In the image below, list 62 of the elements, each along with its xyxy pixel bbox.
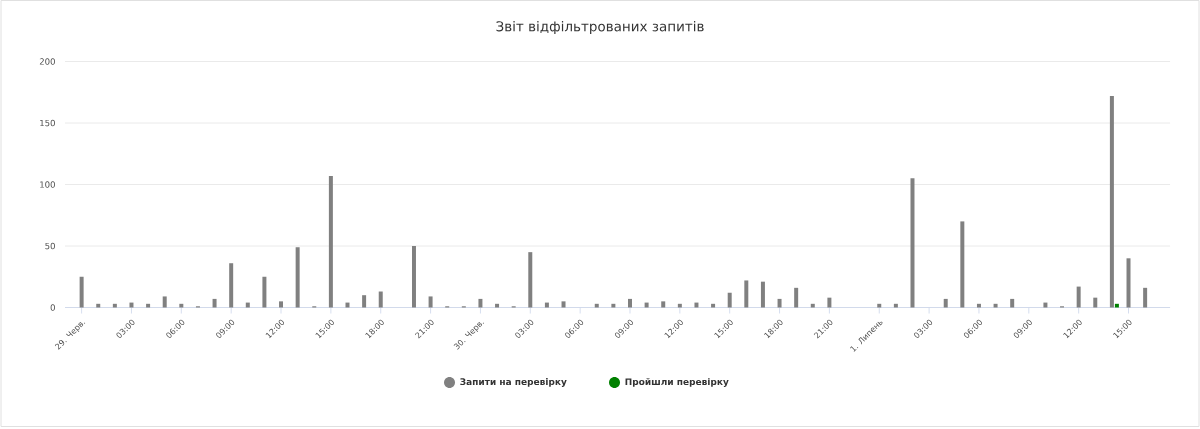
bar	[760, 281, 765, 308]
bar	[677, 304, 682, 308]
bar	[727, 292, 732, 308]
bar	[711, 304, 716, 308]
legend-label: Запити на перевірку	[460, 378, 567, 388]
bar	[1093, 297, 1098, 308]
bar	[827, 297, 832, 308]
bar	[79, 277, 84, 308]
y-tick-label: 150	[40, 120, 55, 127]
bar	[162, 296, 167, 308]
bar	[212, 299, 217, 308]
bar	[378, 291, 383, 308]
bar	[611, 304, 616, 308]
bar	[112, 304, 117, 308]
bar	[495, 304, 500, 308]
bar	[428, 296, 433, 308]
bar	[478, 299, 483, 308]
bar	[129, 302, 134, 308]
bar	[694, 302, 699, 308]
bar	[1010, 299, 1015, 308]
bar	[544, 302, 549, 308]
bar	[262, 277, 267, 308]
y-tick-label: 100	[40, 181, 55, 188]
chart-title: Звіт відфільтрованих запитів	[496, 21, 704, 35]
legend-label: Пройшли перевірку	[625, 378, 729, 388]
bar	[943, 299, 948, 308]
bar	[910, 178, 915, 308]
bar	[594, 304, 599, 308]
bar	[661, 301, 666, 308]
bar	[794, 288, 799, 308]
bar	[1076, 286, 1081, 308]
bar	[976, 304, 981, 308]
y-tick-label: 0	[50, 304, 55, 311]
bar	[345, 302, 350, 308]
bar	[960, 221, 965, 308]
bar	[561, 301, 566, 308]
bar	[1109, 96, 1114, 308]
bar	[627, 299, 632, 308]
bar	[744, 280, 749, 308]
y-tick-label: 50	[45, 243, 55, 250]
bar	[179, 304, 184, 308]
bar	[1114, 304, 1119, 308]
bar	[893, 304, 898, 308]
bar	[279, 301, 284, 308]
bar	[245, 302, 250, 308]
bar	[993, 304, 998, 308]
bar	[644, 302, 649, 308]
y-tick-label: 200	[39, 58, 55, 65]
bar	[877, 304, 882, 308]
bar	[777, 299, 782, 308]
bar	[146, 304, 151, 308]
bar	[96, 304, 101, 308]
bar	[411, 246, 416, 308]
bar	[528, 252, 533, 308]
bar	[1043, 302, 1048, 308]
bar	[1126, 258, 1131, 308]
bar	[229, 263, 234, 308]
bar	[362, 295, 367, 308]
bar	[810, 304, 815, 308]
bar	[295, 247, 300, 308]
bar	[328, 176, 333, 308]
bar	[1143, 288, 1148, 308]
